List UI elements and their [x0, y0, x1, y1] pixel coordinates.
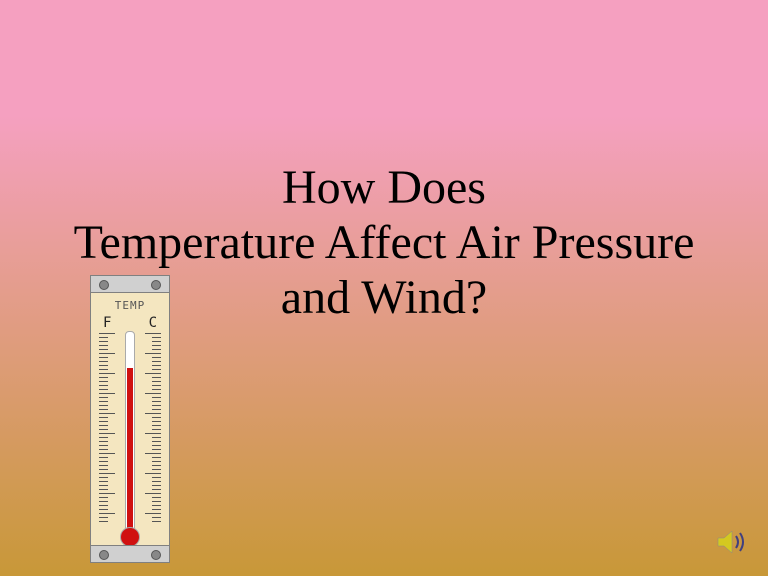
thermometer-tube [125, 331, 135, 531]
thermometer-icon: TEMP F C [90, 275, 170, 565]
ticks-right [143, 333, 161, 528]
thermometer-body: TEMP F C [90, 293, 170, 545]
title-line-2: Temperature Affect Air Pressure [0, 215, 768, 270]
slide: How Does Temperature Affect Air Pressure… [0, 0, 768, 576]
ticks-left [99, 333, 117, 528]
title-line-1: How Does [0, 160, 768, 215]
thermometer-cap-top [90, 275, 170, 293]
thermometer-cap-bottom [90, 545, 170, 563]
scale-fahrenheit: F [103, 315, 111, 331]
thermometer-label: TEMP [91, 299, 169, 312]
thermometer-bulb [120, 527, 140, 547]
sound-icon[interactable] [716, 528, 748, 556]
thermometer-mercury [127, 368, 133, 530]
scale-celsius: C [149, 315, 157, 331]
